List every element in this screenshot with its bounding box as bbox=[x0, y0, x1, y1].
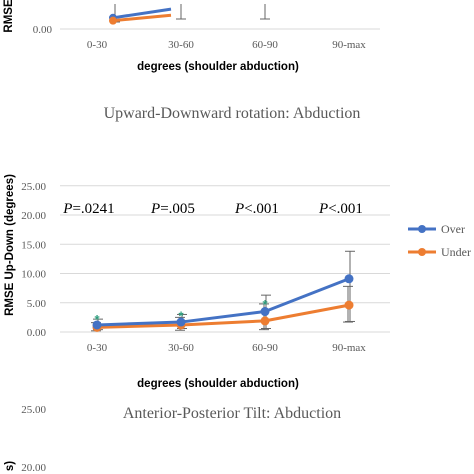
p-value-label: P<.001 bbox=[234, 201, 279, 217]
legend-label-under: Under bbox=[441, 245, 471, 259]
significance-star: * bbox=[94, 312, 100, 327]
data-point-under bbox=[109, 16, 117, 25]
main-chart-title: Upward-Downward rotation: Abduction bbox=[104, 105, 361, 122]
y-tick-label: 25.00 bbox=[21, 404, 46, 416]
legend-marker-over bbox=[418, 225, 426, 233]
y-tick-label: 20.00 bbox=[21, 210, 46, 222]
series-line-under bbox=[112, 13, 172, 23]
y-tick-label: 0.00 bbox=[33, 24, 53, 36]
x-tick-label: 30-60 bbox=[168, 39, 194, 51]
x-tick-label: 30-60 bbox=[168, 342, 194, 354]
main-chart-p-values: P=.0241 P=.005 P<.001 P<.001 bbox=[62, 201, 363, 217]
top-chart: 0.00 RMSE 0-30 30-60 60-90 90-max degrees (… bbox=[3, 0, 380, 73]
bottom-chart: Anterior-Posterior Tilt: Abduction 25.00… bbox=[4, 404, 341, 474]
bottom-chart-y-axis-label: s) bbox=[4, 461, 16, 471]
y-tick-label: 5.00 bbox=[27, 298, 47, 310]
data-point-under bbox=[344, 300, 354, 310]
main-chart-y-axis-label: RMSE Up-Down (degrees) bbox=[4, 174, 16, 316]
main-chart-significance-markers: * * * bbox=[94, 297, 268, 327]
main-chart: 0.00 5.00 10.00 15.00 20.00 25.00 Upward-Down… bbox=[4, 105, 471, 390]
top-chart-x-ticks: 0-30 30-60 60-90 90-max bbox=[87, 39, 366, 51]
data-point-over bbox=[260, 307, 270, 317]
x-tick-label: 0-30 bbox=[87, 39, 108, 51]
main-chart-series bbox=[92, 274, 354, 332]
top-chart-y-axis-label: RMSE bbox=[3, 0, 15, 33]
p-value-label: P=.005 bbox=[150, 201, 195, 217]
main-chart-legend: Over Under bbox=[408, 222, 471, 259]
series-line-over bbox=[96, 277, 350, 327]
x-tick-label: 0-30 bbox=[87, 342, 108, 354]
p-value-label: P<.001 bbox=[318, 201, 363, 217]
y-tick-label: 10.00 bbox=[21, 269, 46, 281]
main-chart-gridlines bbox=[60, 185, 390, 333]
top-chart-y-ticks: 0.00 bbox=[33, 24, 53, 36]
main-chart-y-ticks: 0.00 5.00 10.00 15.00 20.00 25.00 bbox=[21, 181, 46, 339]
data-point-over bbox=[92, 320, 102, 330]
series-line-under bbox=[96, 303, 350, 329]
y-tick-label: 0.00 bbox=[27, 327, 47, 339]
x-tick-label: 60-90 bbox=[252, 39, 278, 51]
bottom-chart-y-ticks: 25.00 20.00 bbox=[21, 404, 46, 474]
significance-star: * bbox=[262, 297, 268, 312]
bottom-chart-title: Anterior-Posterior Tilt: Abduction bbox=[123, 405, 341, 422]
top-chart-series bbox=[109, 4, 270, 25]
data-point-over bbox=[344, 274, 354, 284]
p-value-label: P=.0241 bbox=[62, 201, 114, 217]
main-chart-x-ticks: 0-30 30-60 60-90 90-max bbox=[87, 342, 366, 354]
y-tick-label: 20.00 bbox=[21, 462, 46, 474]
legend-marker-under bbox=[418, 248, 426, 256]
x-tick-label: 90-max bbox=[332, 342, 366, 354]
x-tick-label: 90-max bbox=[332, 39, 366, 51]
data-point-under bbox=[260, 316, 270, 326]
y-tick-label: 15.00 bbox=[21, 239, 46, 251]
y-tick-label: 25.00 bbox=[21, 181, 46, 193]
main-chart-x-axis-label: degrees (shoulder abduction) bbox=[137, 378, 299, 390]
x-tick-label: 60-90 bbox=[252, 342, 278, 354]
series-line-over bbox=[112, 7, 172, 20]
significance-star: * bbox=[178, 308, 184, 323]
data-point-over bbox=[176, 317, 186, 327]
legend-label-over: Over bbox=[441, 222, 465, 236]
top-chart-x-axis-label: degrees (shoulder abduction) bbox=[137, 61, 299, 73]
